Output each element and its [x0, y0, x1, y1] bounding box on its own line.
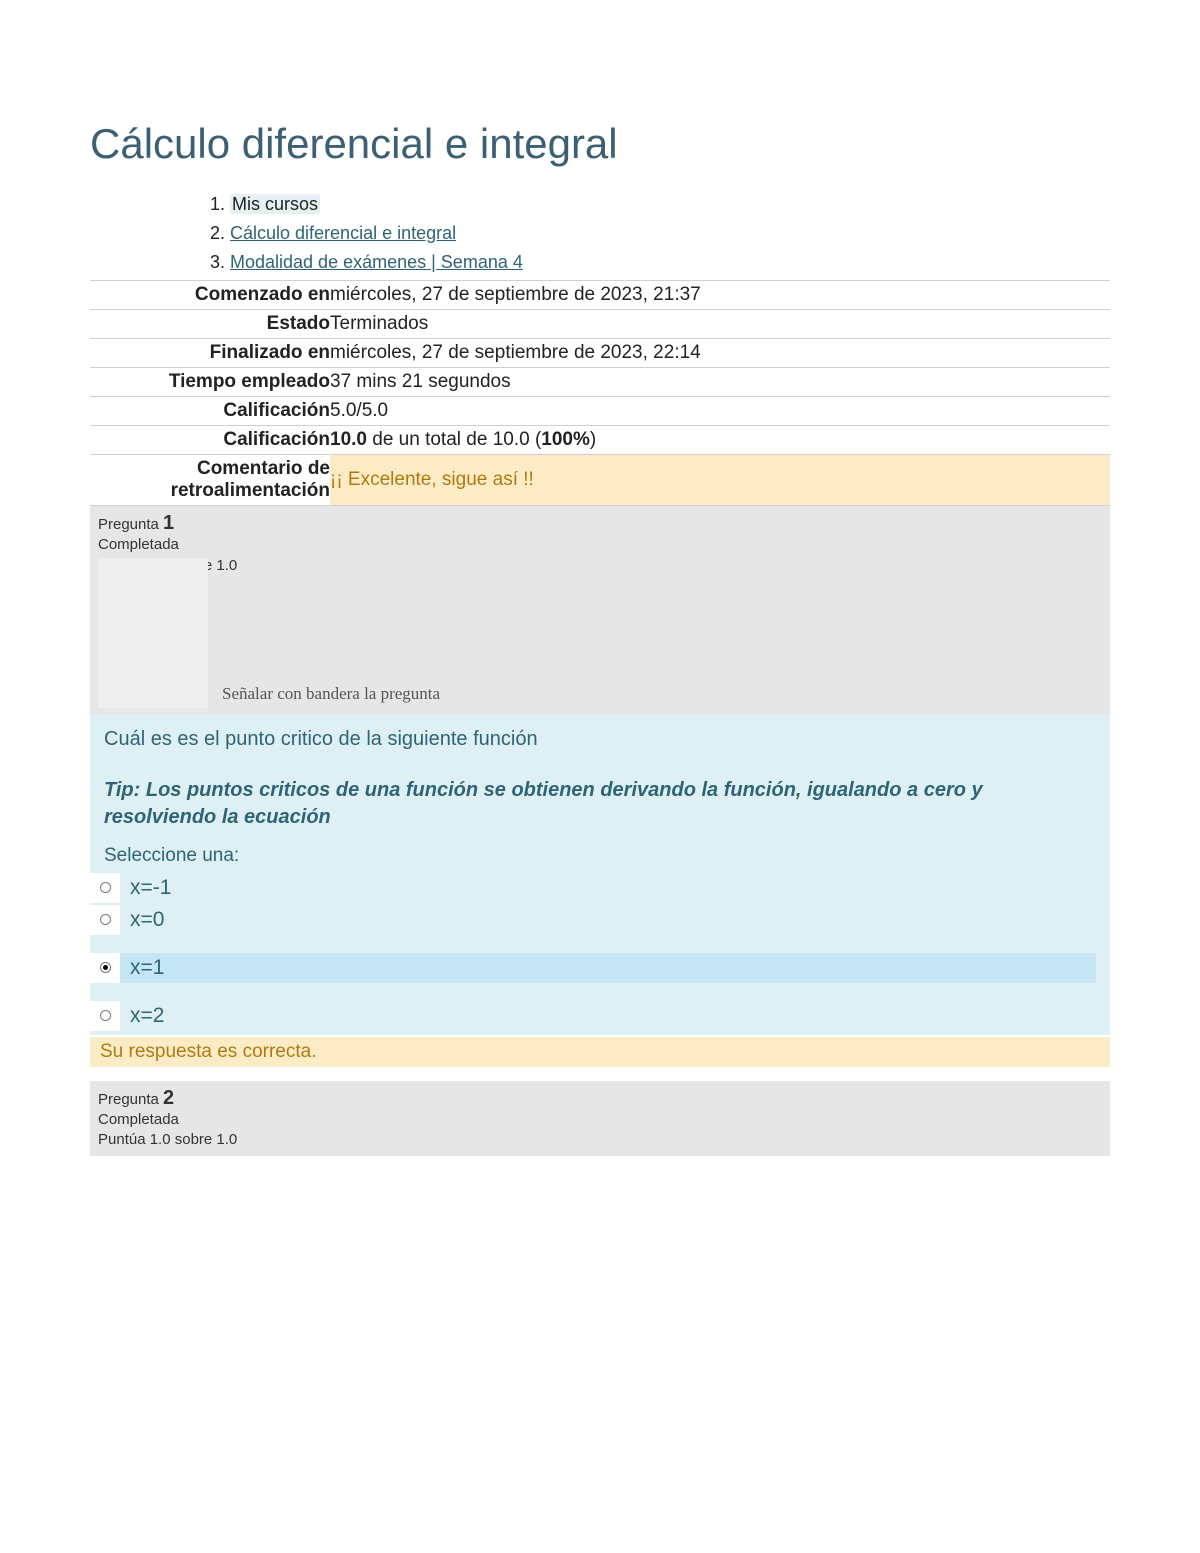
row-time: Tiempo empleado 37 mins 21 segundos [90, 368, 1110, 397]
row-started: Comenzado en miércoles, 27 de septiembre… [90, 281, 1110, 310]
page-title: Cálculo diferencial e integral [90, 120, 1110, 168]
grade2-pct: 100% [541, 429, 590, 450]
q2-score: Puntúa 1.0 sobre 1.0 [98, 1130, 1102, 1150]
value-grade1: 5.0/5.0 [330, 397, 1110, 426]
attempt-info-table: Comenzado en miércoles, 27 de septiembre… [90, 280, 1110, 506]
feedback-label-1: Comentario de [96, 458, 330, 480]
q2-number: Pregunta 2 [98, 1087, 1102, 1110]
value-state: Terminados [330, 310, 1110, 339]
label-grade1: Calificación [90, 397, 330, 426]
q2-num-value: 2 [163, 1087, 174, 1109]
row-grade1: Calificación 5.0/5.0 [90, 397, 1110, 426]
q1-number: Pregunta 1 [98, 512, 1102, 535]
q1-flag-link[interactable]: Señalar con bandera la pregunta [208, 684, 440, 708]
label-time: Tiempo empleado [90, 368, 330, 397]
grade2-suffix: ) [590, 429, 596, 450]
radio-icon [90, 1001, 120, 1031]
label-grade2: Calificación [90, 426, 330, 455]
breadcrumb-item-course: Cálculo diferencial e integral [230, 219, 1110, 248]
q1-score: Puntúa 1.0 sobre 1.0 [98, 556, 1102, 576]
q1-option-b[interactable]: x=0 [90, 905, 1096, 935]
q1-option-d[interactable]: x=2 [90, 1001, 1096, 1031]
question-2-header: Pregunta 2 Completada Puntúa 1.0 sobre 1… [90, 1081, 1110, 1157]
value-time: 37 mins 21 segundos [330, 368, 1110, 397]
question-1-header: Pregunta 1 Completada Puntúa 1.0 sobre 1… [90, 506, 1110, 714]
breadcrumb: Mis cursos Cálculo diferencial e integra… [90, 190, 1110, 276]
feedback-label-2: retroalimentación [96, 480, 330, 502]
breadcrumb-item-mycourses: Mis cursos [230, 190, 1110, 219]
q1-correct-banner: Su respuesta es correcta. [90, 1037, 1110, 1067]
q1-flag-area: Señalar con bandera la pregunta [98, 576, 1102, 708]
question-2-wrap: Pregunta 2 Completada Puntúa 1.0 sobre 1… [90, 1081, 1110, 1157]
value-feedback: ¡¡ Excelente, sigue así !! [330, 455, 1110, 506]
label-feedback: Comentario de retroalimentación [90, 455, 330, 506]
q1-tip: Tip: Los puntos criticos de una función … [104, 777, 1096, 831]
q1-select-label: Seleccione una: [104, 845, 1096, 867]
q1-text: Cuál es es el punto critico de la siguie… [104, 728, 1096, 751]
value-grade2: 10.0 de un total de 10.0 (100%) [330, 426, 1110, 455]
flag-placeholder-icon [98, 558, 208, 708]
radio-icon [90, 873, 120, 903]
breadcrumb-link-week[interactable]: Modalidad de exámenes | Semana 4 [230, 252, 523, 272]
row-finished: Finalizado en miércoles, 27 de septiembr… [90, 339, 1110, 368]
row-feedback: Comentario de retroalimentación ¡¡ Excel… [90, 455, 1110, 506]
q1-label-prefix: Pregunta [98, 516, 163, 533]
q1-state: Completada [98, 535, 1102, 555]
grade2-mid: de un total de 10.0 ( [367, 429, 541, 450]
grade2-prefix: 10.0 [330, 429, 367, 450]
label-started: Comenzado en [90, 281, 330, 310]
q1-num-value: 1 [163, 512, 174, 534]
q2-state: Completada [98, 1110, 1102, 1130]
q1-option-c-text: x=1 [120, 953, 164, 983]
breadcrumb-label: Mis cursos [230, 194, 320, 214]
breadcrumb-link-course[interactable]: Cálculo diferencial e integral [230, 223, 456, 243]
q1-options: x=-1 x=0 x=1 x=2 [90, 873, 1096, 1031]
radio-icon [90, 905, 120, 935]
question-1-body: Cuál es es el punto critico de la siguie… [90, 714, 1110, 1035]
value-finished: miércoles, 27 de septiembre de 2023, 22:… [330, 339, 1110, 368]
row-state: Estado Terminados [90, 310, 1110, 339]
breadcrumb-item-week: Modalidad de exámenes | Semana 4 [230, 248, 1110, 277]
q1-option-c[interactable]: x=1 [90, 953, 1096, 983]
q1-option-b-text: x=0 [120, 905, 164, 935]
label-state: Estado [90, 310, 330, 339]
radio-icon [90, 953, 120, 983]
q1-option-a-text: x=-1 [120, 873, 171, 903]
value-started: miércoles, 27 de septiembre de 2023, 21:… [330, 281, 1110, 310]
label-finished: Finalizado en [90, 339, 330, 368]
row-grade2: Calificación 10.0 de un total de 10.0 (1… [90, 426, 1110, 455]
q1-option-a[interactable]: x=-1 [90, 873, 1096, 903]
q1-option-d-text: x=2 [120, 1001, 164, 1031]
q2-label-prefix: Pregunta [98, 1091, 163, 1108]
